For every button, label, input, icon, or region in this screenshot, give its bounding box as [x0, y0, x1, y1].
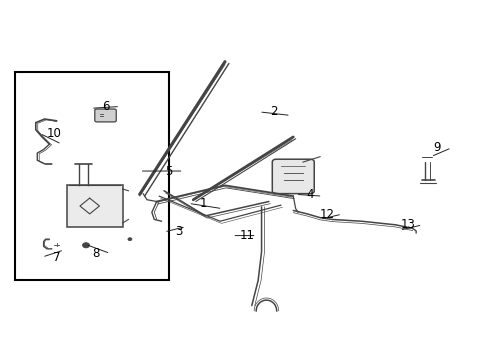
Text: 5: 5 [165, 165, 172, 177]
Text: 13: 13 [400, 218, 414, 231]
Text: 10: 10 [47, 127, 61, 140]
Text: 11: 11 [239, 229, 254, 242]
Text: 6: 6 [102, 100, 109, 113]
Text: 2: 2 [269, 105, 277, 118]
FancyBboxPatch shape [272, 159, 314, 194]
Circle shape [128, 238, 132, 240]
Text: 9: 9 [432, 141, 440, 154]
Text: 8: 8 [92, 247, 99, 260]
Circle shape [82, 243, 89, 248]
Text: 1: 1 [199, 197, 206, 210]
Text: 3: 3 [175, 225, 182, 238]
Text: 7: 7 [53, 251, 61, 264]
FancyBboxPatch shape [95, 109, 116, 122]
Bar [15, 72, 168, 280]
Text: 12: 12 [319, 208, 334, 221]
Text: 4: 4 [306, 188, 313, 201]
Bar [66, 185, 122, 226]
